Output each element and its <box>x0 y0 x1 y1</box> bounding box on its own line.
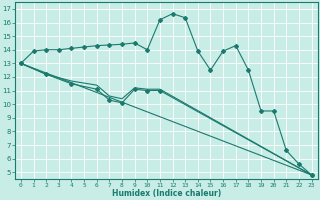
X-axis label: Humidex (Indice chaleur): Humidex (Indice chaleur) <box>112 189 221 198</box>
